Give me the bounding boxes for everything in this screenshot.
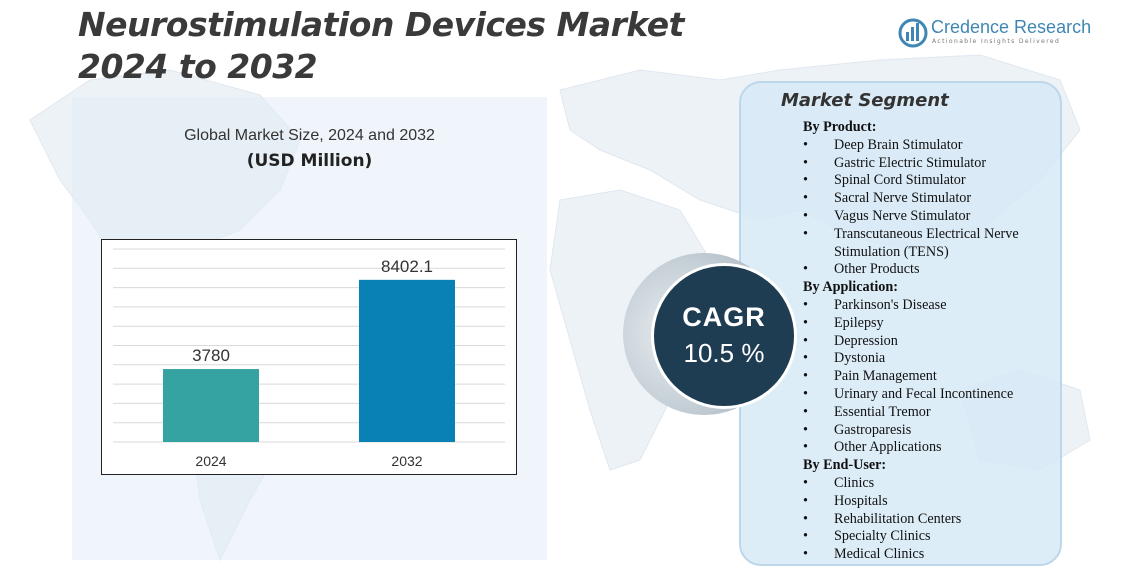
bar-chart: 3780 8402.1 2024 2032: [101, 239, 517, 475]
list-item: Gastric Electric Stimulator: [803, 155, 1053, 173]
segment-group-application: By Application: Parkinson's Disease Epil…: [803, 279, 1053, 457]
list-item: Depression: [803, 333, 1053, 351]
segment-heading: By Application:: [803, 279, 898, 296]
list-item: Dystonia: [803, 350, 1053, 368]
list-item: Epilepsy: [803, 315, 1053, 333]
list-item: Other Applications: [803, 439, 1053, 457]
segment-heading: By Product:: [803, 119, 877, 135]
list-item: Spinal Cord Stimulator: [803, 172, 1053, 190]
segment-title: Market Segment: [781, 90, 949, 111]
list-item: Gastroparesis: [803, 422, 1053, 440]
credence-logo-icon: [898, 18, 928, 48]
list-item: Vagus Nerve Stimulator: [803, 208, 1053, 226]
list-item: Pain Management: [803, 368, 1053, 386]
chart-title: Global Market Size, 2024 and 2032: [184, 127, 435, 144]
segment-list: Parkinson's Disease Epilepsy Depression …: [803, 297, 1053, 457]
cagr-badge: CAGR 10.5 %: [651, 263, 797, 409]
segment-group-product: By Product: Deep Brain Stimulator Gastri…: [803, 119, 1053, 279]
tick-label-2032: 2032: [391, 453, 422, 469]
title-line-1: Neurostimulation Devices Market: [78, 5, 684, 44]
segment-list: Clinics Hospitals Rehabilitation Centers…: [803, 475, 1053, 564]
list-item: Sacral Nerve Stimulator: [803, 190, 1053, 208]
list-item: Other Products: [803, 261, 1053, 279]
title-line-2: 2024 to 2032: [78, 47, 318, 86]
brand-tagline: Actionable Insights Delivered: [932, 38, 1061, 45]
list-item: Clinics: [803, 475, 1053, 493]
list-item: Deep Brain Stimulator: [803, 137, 1053, 155]
list-item: Transcutaneous Electrical Nerve Stimulat…: [803, 226, 1053, 262]
page-title: Neurostimulation Devices Market 2024 to …: [78, 4, 684, 88]
segment-heading: By End-User:: [803, 457, 887, 474]
data-label-2024: 3780: [192, 346, 230, 365]
bar-2032: [359, 279, 455, 442]
list-item: Parkinson's Disease: [803, 297, 1053, 315]
data-label-2032: 8402.1: [381, 257, 433, 276]
brand-logo-block: Credence Research Actionable Insights De…: [898, 16, 1092, 50]
bar-2024: [163, 369, 259, 442]
cagr-value: 10.5 %: [683, 338, 765, 368]
list-item: Specialty Clinics: [803, 528, 1053, 546]
list-item: Urinary and Fecal Incontinence: [803, 386, 1053, 404]
segment-list: Deep Brain Stimulator Gastric Electric S…: [803, 137, 1053, 279]
brand-name: Credence Research: [931, 17, 1092, 37]
list-item: Hospitals: [803, 493, 1053, 511]
list-item: Essential Tremor: [803, 404, 1053, 422]
chart-unit-label: (USD Million): [246, 151, 373, 171]
segment-group-end-user: By End-User: Clinics Hospitals Rehabilit…: [803, 457, 1053, 564]
cagr-label: CAGR: [682, 302, 766, 332]
segment-groups: By Product: Deep Brain Stimulator Gastri…: [803, 119, 1053, 564]
list-item: Medical Clinics: [803, 546, 1053, 564]
list-item: Rehabilitation Centers: [803, 511, 1053, 529]
tick-label-2024: 2024: [195, 453, 226, 469]
